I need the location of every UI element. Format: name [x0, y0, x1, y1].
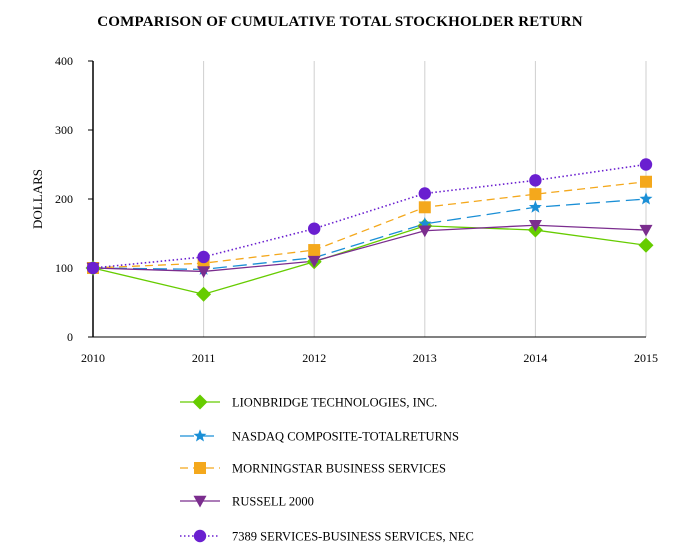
legend-label: MORNINGSTAR BUSINESS SERVICES — [232, 462, 446, 476]
legend-label: 7389 SERVICES-BUSINESS SERVICES, NEC — [232, 530, 474, 544]
legend-marker — [194, 462, 206, 474]
series-5-marker-2014 — [529, 174, 542, 187]
legend-label: NASDAQ COMPOSITE-TOTALRETURNS — [232, 430, 459, 444]
series-4-marker-2013 — [418, 225, 432, 238]
series-line-1 — [92, 225, 647, 295]
y-tick-label: 100 — [55, 261, 73, 275]
series-lines — [92, 163, 647, 295]
y-tick-label: 300 — [55, 123, 73, 137]
series-3-marker-2012 — [308, 244, 321, 257]
series-3-marker-2015 — [640, 175, 652, 188]
y-tick-label: 0 — [67, 330, 73, 344]
legend-marker — [192, 394, 208, 410]
legend-item-3: MORNINGSTAR BUSINESS SERVICES — [180, 462, 446, 476]
series-1-marker-2011 — [196, 286, 212, 302]
series-5-marker-2010 — [86, 261, 100, 275]
series-4-marker-2015 — [639, 224, 653, 237]
legend: LIONBRIDGE TECHNOLOGIES, INC. NASDAQ COMP… — [180, 394, 474, 544]
legend-item-1: LIONBRIDGE TECHNOLOGIES, INC. — [180, 394, 437, 410]
legend-item-2: NASDAQ COMPOSITE-TOTALRETURNS — [180, 429, 459, 444]
x-tick-label: 2014 — [523, 351, 547, 365]
x-tick-label: 2013 — [413, 351, 437, 365]
series-line-2 — [92, 198, 647, 271]
tick-labels: 0 100 200 300 400 2010 2011 2012 2013 2014 2015 — [55, 54, 658, 365]
chart-title: COMPARISON OF CUMULATIVE TOTAL STOCKHOLD… — [97, 14, 583, 30]
series-2-marker-2015 — [639, 192, 653, 205]
y-tick-label: 200 — [55, 192, 73, 206]
series-line-4 — [92, 224, 647, 273]
x-tick-label: 2010 — [81, 351, 105, 365]
legend-item-4: RUSSELL 2000 — [180, 495, 314, 509]
series-1-marker-2015 — [638, 237, 654, 253]
x-tick-label: 2011 — [192, 351, 216, 365]
y-tick-label: 400 — [55, 54, 73, 68]
series-line-3 — [92, 181, 647, 269]
series-5-marker-2013 — [418, 187, 431, 200]
legend-label: LIONBRIDGE TECHNOLOGIES, INC. — [232, 396, 437, 410]
legend-marker — [193, 429, 207, 442]
series-5-marker-2012 — [308, 222, 321, 235]
series-5-marker-2011 — [197, 250, 210, 264]
legend-item-5: 7389 SERVICES-BUSINESS SERVICES, NEC — [180, 530, 474, 544]
y-axis-label: DOLLARS — [30, 169, 45, 229]
series-4-marker-2011 — [197, 266, 211, 278]
axes — [88, 60, 646, 338]
series-3-marker-2014 — [529, 188, 542, 201]
series-5-marker-2015 — [639, 158, 653, 171]
data-markers — [85, 158, 654, 302]
series-4-marker-2012 — [307, 255, 321, 268]
x-tick-label: 2012 — [302, 351, 326, 365]
legend-label: RUSSELL 2000 — [232, 495, 314, 509]
series-2-marker-2013 — [418, 217, 432, 230]
x-tick-label: 2015 — [634, 351, 658, 365]
series-4-marker-2014 — [528, 220, 542, 232]
series-2-marker-2014 — [528, 200, 542, 213]
series-3-marker-2013 — [418, 201, 431, 214]
legend-marker — [193, 529, 207, 543]
series-line-5 — [92, 163, 647, 269]
legend-marker — [193, 495, 207, 508]
